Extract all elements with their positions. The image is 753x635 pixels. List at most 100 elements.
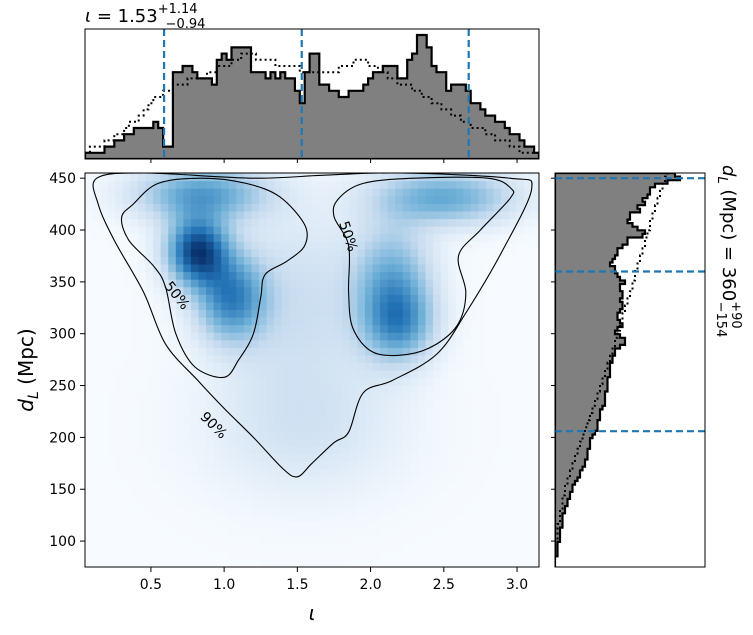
- density-cell: [342, 218, 351, 227]
- density-cell: [206, 180, 215, 189]
- density-cell: [296, 430, 306, 439]
- density-cell: [463, 491, 472, 500]
- density-cell: [243, 423, 253, 432]
- density-cell: [137, 316, 147, 326]
- density-cell: [523, 476, 533, 485]
- density-cell: [463, 468, 472, 477]
- density-cell: [145, 407, 154, 417]
- density-cell: [425, 407, 434, 417]
- density-cell: [198, 491, 207, 500]
- density-cell: [334, 180, 343, 189]
- density-cell: [486, 423, 495, 432]
- density-cell: [433, 271, 442, 280]
- density-cell: [334, 370, 343, 379]
- density-cell: [243, 248, 253, 257]
- density-cell: [160, 506, 169, 515]
- density-cell: [85, 279, 94, 288]
- density-cell: [251, 286, 260, 295]
- density-cell: [387, 347, 396, 356]
- density-cell: [115, 521, 124, 530]
- density-cell: [523, 438, 533, 447]
- density-cell: [327, 188, 336, 197]
- density-cell: [395, 286, 404, 295]
- density-cell: [92, 468, 101, 477]
- density-cell: [145, 476, 154, 485]
- density-cell: [349, 301, 358, 310]
- density-cell: [372, 551, 381, 561]
- density-cell: [259, 438, 268, 447]
- density-cell: [206, 468, 215, 477]
- density-cell: [319, 407, 328, 417]
- density-cell: [213, 559, 222, 567]
- density-cell: [289, 513, 298, 523]
- density-cell: [312, 173, 321, 182]
- density-cell: [425, 415, 434, 424]
- density-cell: [425, 188, 434, 197]
- density-cell: [190, 286, 200, 295]
- density-cell: [296, 529, 306, 538]
- density-cell: [213, 203, 222, 212]
- density-cell: [175, 316, 184, 326]
- density-cell: [92, 476, 101, 485]
- density-cell: [304, 263, 313, 273]
- density-cell: [455, 226, 464, 235]
- density-cell: [259, 460, 268, 470]
- density-cell: [137, 188, 147, 197]
- density-cell: [470, 370, 480, 379]
- density-cell: [153, 468, 162, 477]
- density-cell: [266, 248, 275, 257]
- density-cell: [296, 385, 306, 394]
- density-cell: [130, 407, 139, 417]
- density-cell: [221, 309, 230, 318]
- density-cell: [160, 173, 169, 182]
- density-cell: [153, 233, 162, 242]
- density-cell: [455, 423, 464, 432]
- density-cell: [417, 241, 427, 250]
- density-cell: [516, 294, 525, 303]
- density-cell: [380, 203, 389, 212]
- density-cell: [364, 559, 374, 567]
- density-cell: [516, 210, 525, 220]
- density-cell: [100, 203, 109, 212]
- density-cell: [463, 362, 472, 371]
- density-cell: [508, 347, 517, 356]
- density-cell: [122, 218, 131, 227]
- density-cell: [175, 513, 184, 523]
- density-cell: [92, 226, 101, 235]
- density-cell: [395, 347, 404, 356]
- density-cell: [274, 279, 283, 288]
- density-cell: [516, 271, 525, 280]
- density-cell: [122, 407, 131, 417]
- density-cell: [168, 476, 177, 485]
- density-cell: [206, 286, 215, 295]
- density-cell: [289, 188, 298, 197]
- density-cell: [395, 195, 404, 204]
- density-cell: [327, 415, 336, 424]
- density-cell: [455, 468, 464, 477]
- density-cell: [523, 400, 533, 409]
- density-cell: [395, 423, 404, 432]
- density-cell: [100, 180, 109, 189]
- density-cell: [417, 248, 427, 257]
- density-cell: [372, 407, 381, 417]
- density-cell: [380, 370, 389, 379]
- density-cell: [493, 301, 502, 310]
- density-cell: [304, 347, 313, 356]
- density-cell: [115, 218, 124, 227]
- density-cell: [327, 248, 336, 257]
- density-cell: [251, 430, 260, 439]
- density-cell: [274, 377, 283, 386]
- density-cell: [137, 210, 147, 220]
- density-cell: [455, 476, 464, 485]
- density-cell: [190, 453, 200, 462]
- density-cell: [236, 286, 245, 295]
- inclination-title: ι = 1.53+1.14 −0.94: [85, 2, 205, 32]
- density-cell: [228, 430, 237, 439]
- density-cell: [417, 271, 427, 280]
- density-cell: [410, 233, 419, 242]
- density-cell: [145, 354, 154, 364]
- density-cell: [206, 559, 215, 567]
- density-cell: [448, 506, 457, 515]
- density-cell: [304, 544, 313, 553]
- density-cell: [508, 226, 517, 235]
